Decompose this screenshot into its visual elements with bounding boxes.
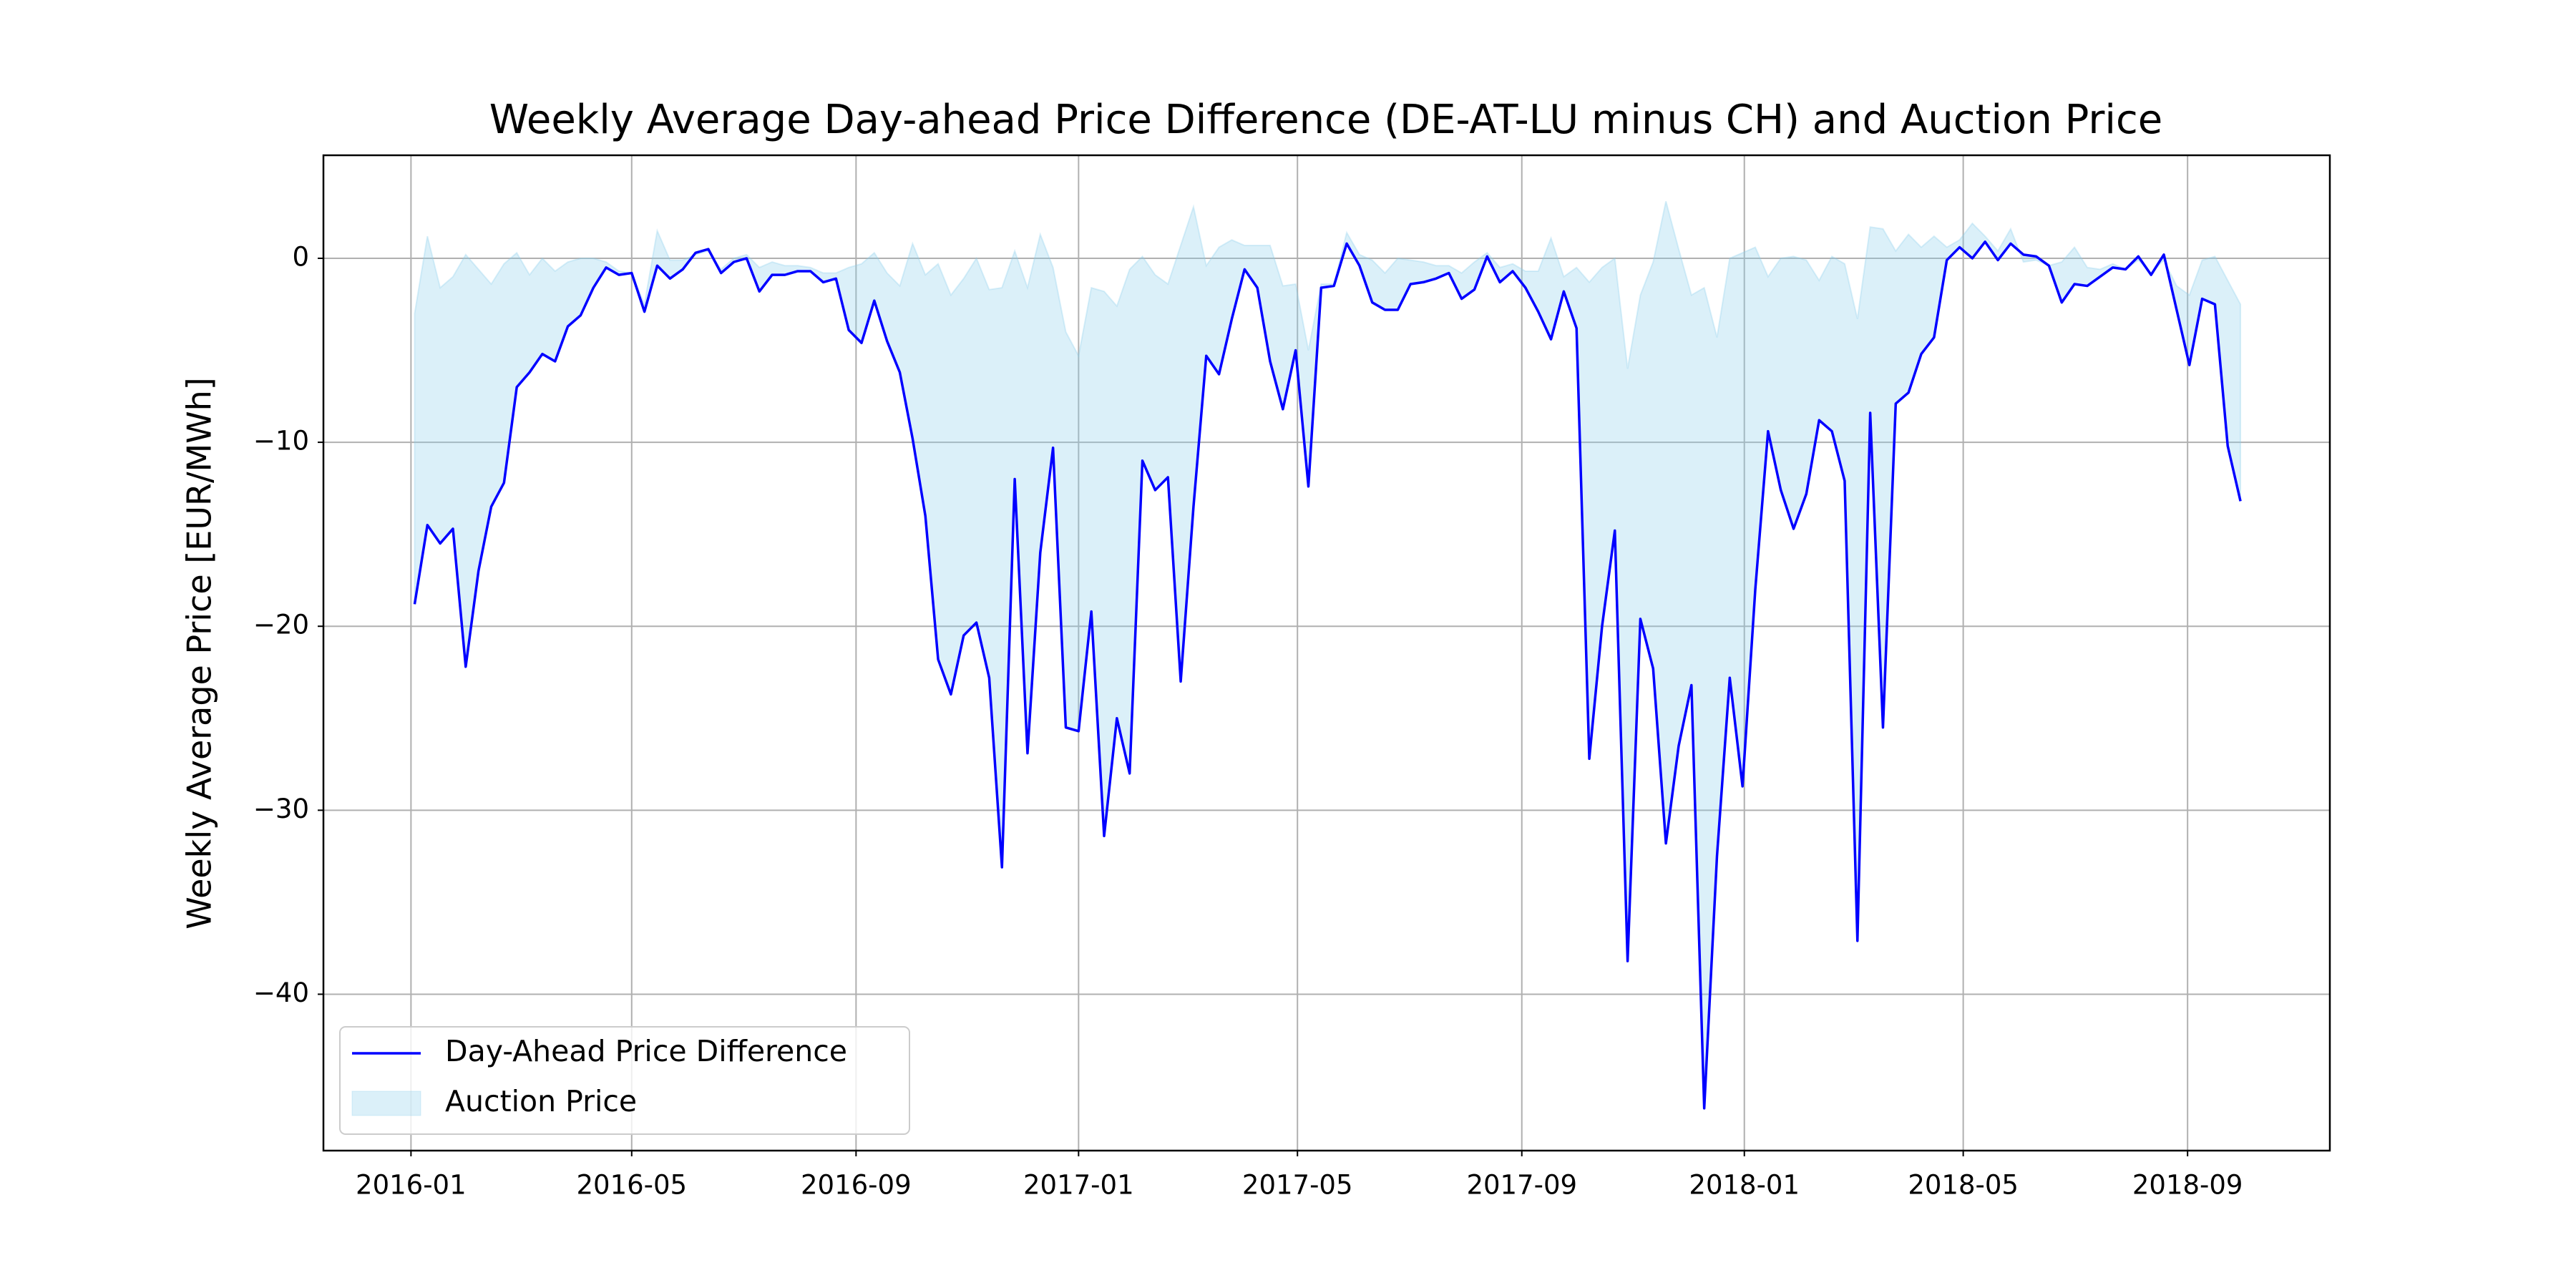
legend-label: Auction Price	[445, 1084, 637, 1118]
legend-swatch	[351, 1091, 421, 1116]
y-tick-label: −10	[253, 426, 309, 457]
x-tick-label: 2018-09	[2132, 1170, 2243, 1201]
line	[413, 240, 2242, 1110]
x-tick-label: 2018-05	[1908, 1170, 2019, 1201]
x-tick-label: 2016-05	[576, 1170, 687, 1201]
plot-frame	[322, 154, 2331, 1152]
x-tick-label: 2017-05	[1242, 1170, 1353, 1201]
x-tick-label: 2017-09	[1466, 1170, 1577, 1201]
x-tick-label: 2016-01	[356, 1170, 467, 1201]
x-tick-label: 2017-01	[1023, 1170, 1134, 1201]
legend: Day-Ahead Price Difference Auction Price	[339, 1026, 910, 1135]
y-tick-label: 0	[292, 241, 309, 272]
y-tick-label: −40	[253, 977, 309, 1008]
x-tick-label: 2016-09	[801, 1170, 912, 1201]
y-tick-label: −20	[253, 610, 309, 640]
legend-box	[339, 1026, 910, 1135]
y-axis-label: Weekly Average Price [EUR/MWh]	[180, 377, 219, 929]
y-tick-label: −30	[253, 794, 309, 824]
legend-label: Day-Ahead Price Difference	[445, 1034, 847, 1068]
x-tick-label: 2018-01	[1689, 1170, 1800, 1201]
chart-title: Weekly Average Day-ahead Price Differenc…	[489, 97, 2162, 143]
